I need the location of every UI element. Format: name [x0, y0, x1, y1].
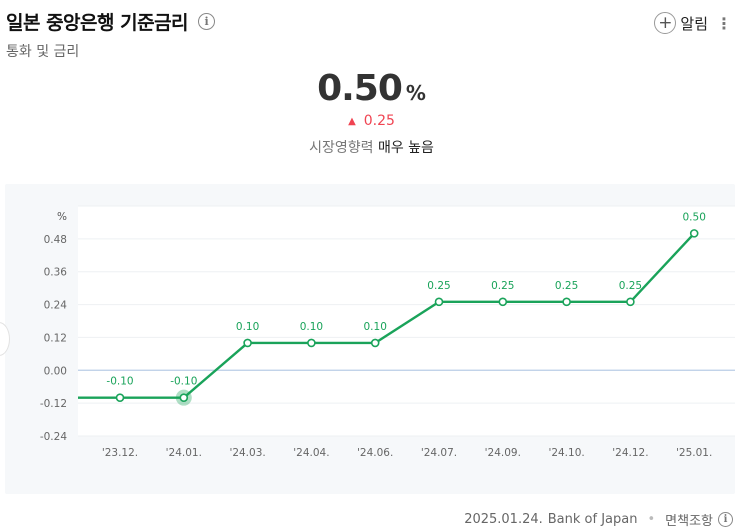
plus-icon: +	[654, 12, 677, 34]
up-triangle-icon: ▲	[348, 116, 356, 127]
data-label: 0.25	[619, 280, 642, 292]
rate-unit: %	[405, 81, 426, 105]
chart-container: 0.48 0.36 0.24 0.12 0.00 -0.12 -0.24% '23.12. '2…	[5, 184, 735, 494]
data-point	[434, 297, 444, 307]
rate-display: 0.50 %	[317, 68, 426, 109]
data-point	[115, 393, 125, 402]
rate-summary: 0.50 % ▲ 0.25 시장영향력 매우 높음	[0, 68, 743, 157]
y-tick-label: -0.24	[40, 431, 67, 443]
rate-change-value: 0.25	[363, 113, 395, 129]
data-point	[370, 338, 380, 348]
data-label: 0.10	[300, 321, 323, 333]
y-tick-label: 0.48	[44, 234, 67, 246]
data-point	[179, 393, 189, 402]
y-tick-label: 0.12	[44, 332, 67, 344]
y-axis-unit-label: %	[57, 211, 67, 223]
data-point	[689, 229, 699, 238]
y-tick-label: -0.12	[40, 398, 67, 410]
header: 일본 중앙은행 기준금리 i 통화 및 금리 + 알림 ⋮	[6, 8, 732, 68]
page-title: 일본 중앙은행 기준금리	[6, 12, 189, 34]
alarm-label: 알림	[680, 14, 708, 33]
disclaimer-info-icon[interactable]: i	[718, 512, 733, 527]
rate-line-chart: 0.48 0.36 0.24 0.12 0.00 -0.12 -0.24% '23.12. '2…	[40, 205, 735, 459]
plot-area	[78, 206, 735, 436]
x-tick-label: '24.10.	[548, 447, 584, 459]
disclaimer-link[interactable]: 면책조항	[665, 514, 713, 529]
x-tick-label: '24.09.	[485, 447, 521, 459]
title-row: 일본 중앙은행 기준금리 i	[6, 8, 731, 35]
data-label: 0.25	[491, 280, 514, 292]
data-label: 0.50	[683, 211, 706, 223]
x-tick-label: '23.12.	[102, 447, 138, 459]
alarm-button[interactable]: + 알림 ⋮	[654, 12, 732, 34]
x-tick-label: '24.01.	[166, 447, 202, 459]
y-tick-label: 0.24	[44, 300, 68, 312]
x-tick-label: '24.04.	[293, 447, 329, 459]
y-tick-label: 0.36	[44, 267, 68, 279]
data-label: -0.10	[106, 376, 133, 388]
data-label: 0.25	[427, 280, 450, 292]
rate-change: ▲ 0.25	[0, 113, 743, 129]
category-subtitle: 통화 및 금리	[6, 44, 80, 60]
data-label: 0.25	[555, 280, 578, 292]
y-tick-label: 0.00	[44, 365, 67, 377]
data-label: 0.10	[364, 321, 387, 333]
x-tick-label: '24.07.	[421, 447, 457, 459]
x-tick-label: '24.12.	[612, 447, 648, 459]
x-tick-label: '24.03.	[229, 447, 265, 459]
data-label: -0.10	[170, 376, 197, 388]
more-options-icon[interactable]: ⋮	[716, 13, 732, 33]
data-label: 0.10	[236, 321, 259, 333]
x-tick-label: '24.06.	[357, 447, 393, 459]
data-point	[562, 297, 571, 307]
market-impact: 시장영향력 매우 높음	[0, 137, 743, 157]
impact-value: 매우 높음	[377, 140, 434, 156]
footer-separator: •	[647, 512, 656, 527]
info-icon[interactable]: i	[198, 13, 216, 30]
data-point	[243, 338, 252, 348]
x-tick-label: '25.01.	[676, 447, 712, 459]
impact-label: 시장영향력	[309, 140, 374, 156]
footer: 2025.01.24. Bank of Japan • 면책조항 i	[464, 510, 733, 529]
data-point	[307, 338, 316, 348]
rate-value: 0.50	[317, 68, 403, 109]
footer-date: 2025.01.24.	[464, 512, 543, 527]
footer-source: Bank of Japan	[547, 512, 638, 527]
data-point	[498, 297, 508, 307]
data-point	[626, 297, 635, 307]
